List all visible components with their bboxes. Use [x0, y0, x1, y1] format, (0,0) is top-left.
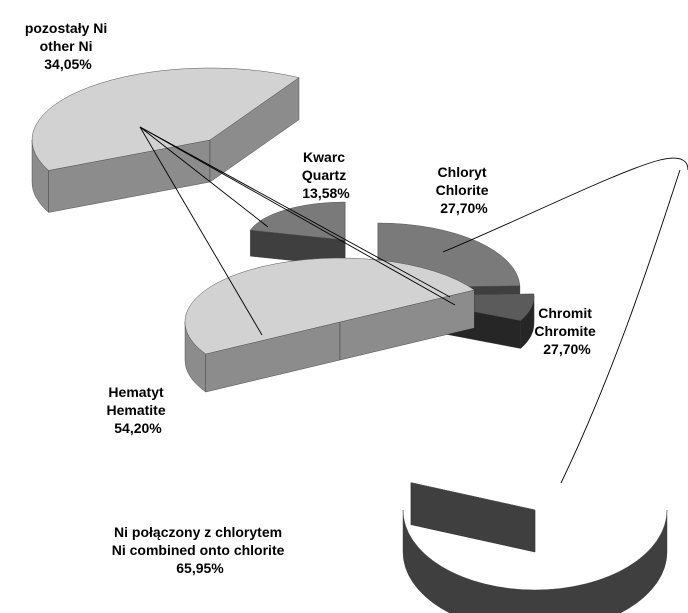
label-quartz: Kwarc Quartz 13,58%	[302, 149, 350, 201]
leader-chromite	[139, 126, 456, 306]
label-chlorite: Chloryt Chlorite 27,70%	[436, 164, 493, 216]
label-chromite: Chromit Chromite 27,70%	[534, 305, 599, 357]
label-other-ni: pozostały Ni other Ni 34,05%	[25, 20, 111, 72]
slice-ni-chlorite	[402, 482, 668, 613]
leader-hematite	[139, 126, 263, 336]
slice-other-ni	[31, 67, 300, 213]
slice-quartz	[249, 201, 346, 267]
label-hematite: Hematyt Hematite 54,20%	[106, 384, 169, 436]
leader-lines	[139, 126, 688, 484]
leader-ni-chlorite	[560, 169, 681, 484]
leader-chlorite	[139, 126, 451, 298]
pie-slices	[31, 67, 668, 613]
slice-hematite	[184, 257, 475, 393]
label-ni-chlorite: Ni połączony z chlorytem Ni combined ont…	[112, 524, 289, 576]
leader-quartz	[139, 126, 269, 228]
leader-chlorite-curve	[442, 157, 688, 253]
